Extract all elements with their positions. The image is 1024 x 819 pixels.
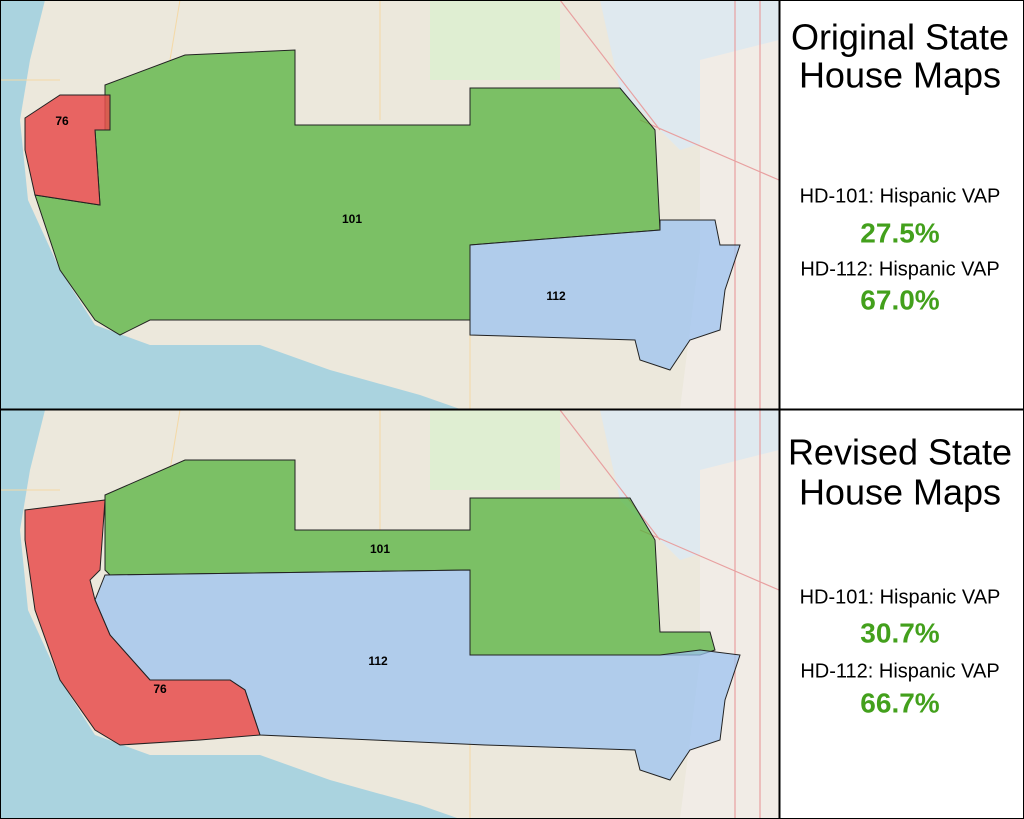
district-label: 112 [368, 654, 388, 668]
stat-value: 27.5% [860, 217, 939, 248]
stat-value: 67.0% [860, 284, 939, 315]
panel-title: Revised State [788, 432, 1012, 473]
district-76 [24, 499, 261, 746]
original-panel: 76 101 112 Original State House Maps HD-… [0, 0, 1009, 410]
stat-label: HD-112: Hispanic VAP [800, 258, 999, 280]
panel-title: Original State [791, 17, 1009, 58]
revised-panel: 101 112 76 Revised State House Maps HD-1… [0, 409, 1012, 819]
district-label: 112 [546, 289, 566, 303]
stat-label: HD-101: Hispanic VAP [800, 185, 1001, 207]
district-112 [469, 219, 741, 371]
stat-value: 30.7% [860, 617, 939, 648]
district-label: 76 [55, 114, 69, 128]
panel-title: House Maps [799, 472, 1001, 513]
panel-title: House Maps [799, 55, 1001, 96]
stat-label: HD-112: Hispanic VAP [800, 660, 999, 682]
district-label: 76 [153, 682, 167, 696]
district-76 [24, 94, 111, 206]
stat-label: HD-101: Hispanic VAP [800, 586, 1001, 608]
district-label: 101 [342, 212, 362, 226]
stat-value: 66.7% [860, 687, 939, 718]
district-label: 101 [370, 542, 390, 556]
